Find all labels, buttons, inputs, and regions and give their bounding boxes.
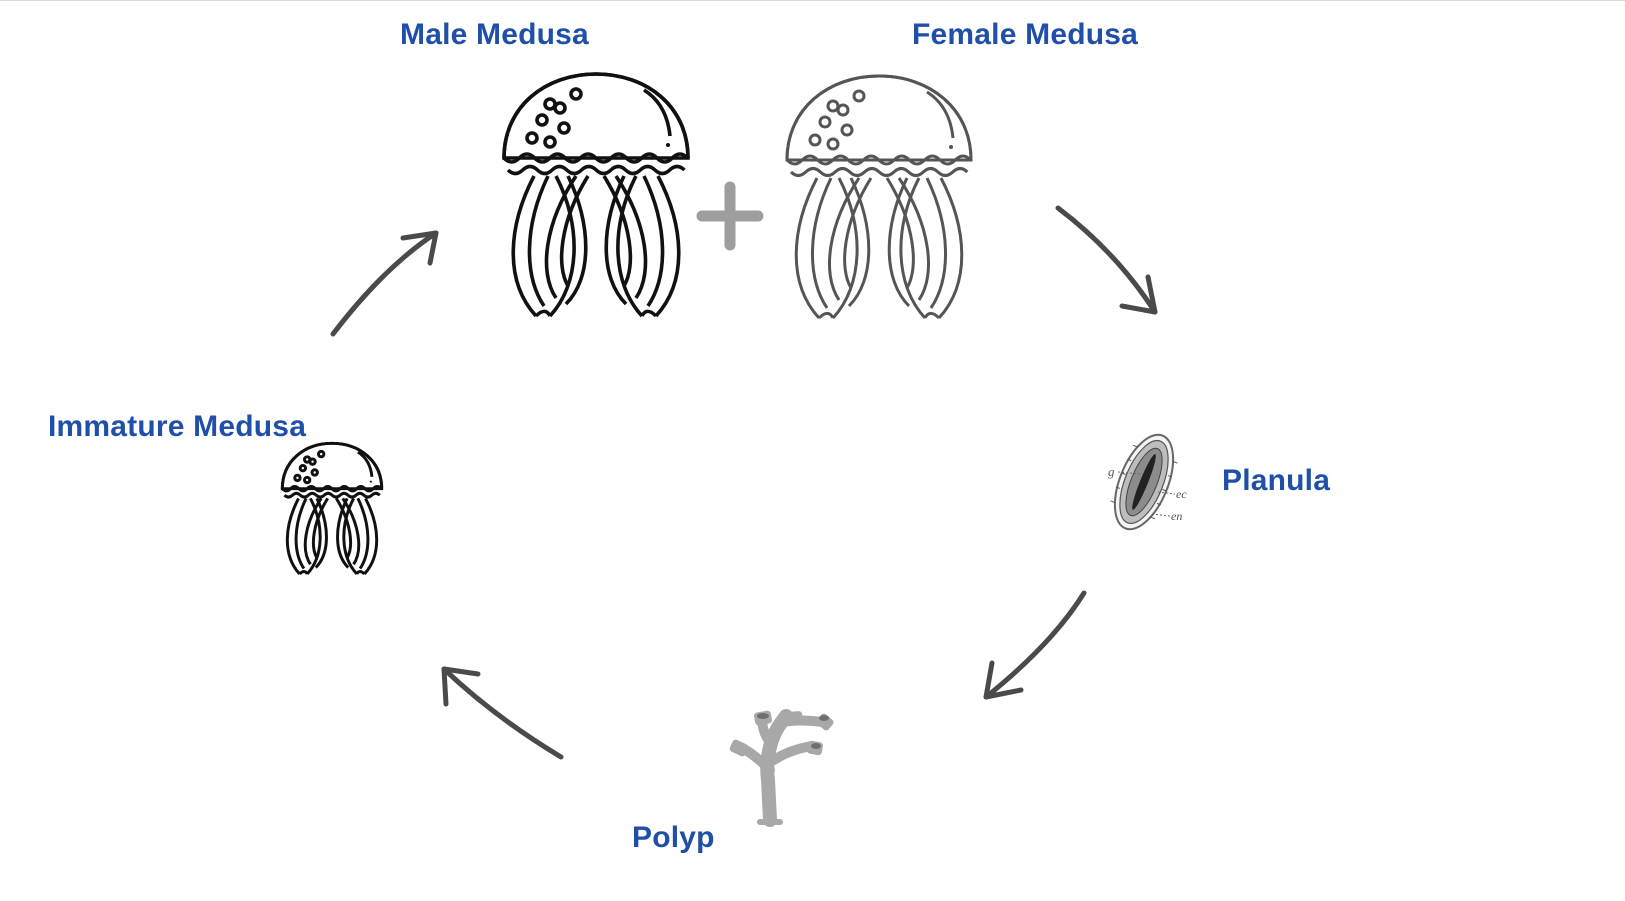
immature-medusa-label: Immature Medusa (48, 410, 307, 443)
male-medusa-label: Male Medusa (400, 18, 589, 51)
immature-jellyfish-icon (280, 441, 384, 576)
planula-annotation-ec: ec (1176, 487, 1187, 501)
arrow-planula-to-polyp (983, 590, 1087, 700)
female-medusa-label: Female Medusa (912, 18, 1139, 51)
planula-annotation-en: en (1171, 509, 1182, 523)
polyp-icon (729, 709, 834, 827)
planula-icon: g ec en (1108, 433, 1187, 531)
planula-label: Planula (1222, 464, 1331, 497)
male-jellyfish-icon (502, 72, 690, 318)
arrow-polyp-to-immature (441, 666, 564, 760)
plus-icon (696, 181, 764, 251)
female-jellyfish-icon (785, 74, 973, 320)
top-border (0, 0, 1625, 1)
polyp-label: Polyp (632, 821, 715, 854)
arrow-immature-to-male (330, 230, 439, 337)
planula-annotation-g: g (1108, 464, 1115, 479)
arrow-female-to-planula (1055, 205, 1158, 315)
